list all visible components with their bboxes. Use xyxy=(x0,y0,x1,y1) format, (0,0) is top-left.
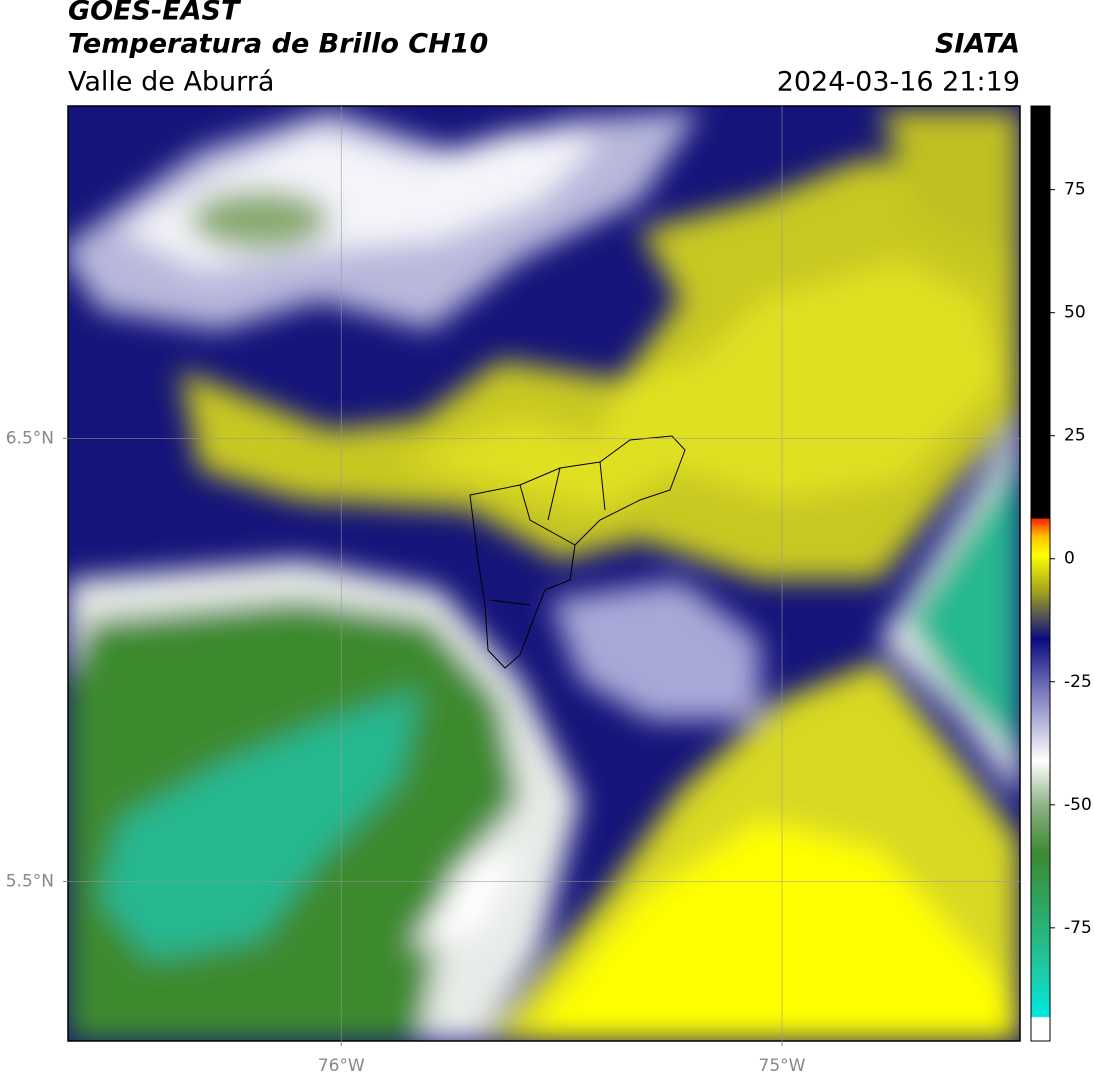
subtitle: Temperatura de Brillo CH10 xyxy=(68,29,488,60)
colorbar-tick-label: -75 xyxy=(1064,918,1092,938)
x-tick-label: 76°W xyxy=(318,1056,365,1076)
title: GOES-EAST xyxy=(68,0,242,27)
region: Valle de Aburrá xyxy=(68,67,274,98)
valley-boundary xyxy=(469,435,686,669)
colorbar xyxy=(1030,105,1051,1042)
y-tick-label: 6.5°N xyxy=(6,428,54,448)
map-frame xyxy=(67,105,1021,1042)
colorbar-tick-label: 0 xyxy=(1064,549,1075,569)
colorbar-tick-label: 25 xyxy=(1064,426,1086,446)
satellite-image xyxy=(68,106,1020,1041)
y-tick-label: 5.5°N xyxy=(6,871,54,891)
colorbar-tick-label: 75 xyxy=(1064,180,1086,200)
colorbar-tick-label: -25 xyxy=(1064,672,1092,692)
datetime: 2024-03-16 21:19 xyxy=(777,67,1020,98)
colorbar-tick-label: 50 xyxy=(1064,303,1086,323)
source: SIATA xyxy=(935,29,1020,60)
colorbar-tick-label: -50 xyxy=(1064,795,1092,815)
x-tick-label: 75°W xyxy=(759,1056,806,1076)
